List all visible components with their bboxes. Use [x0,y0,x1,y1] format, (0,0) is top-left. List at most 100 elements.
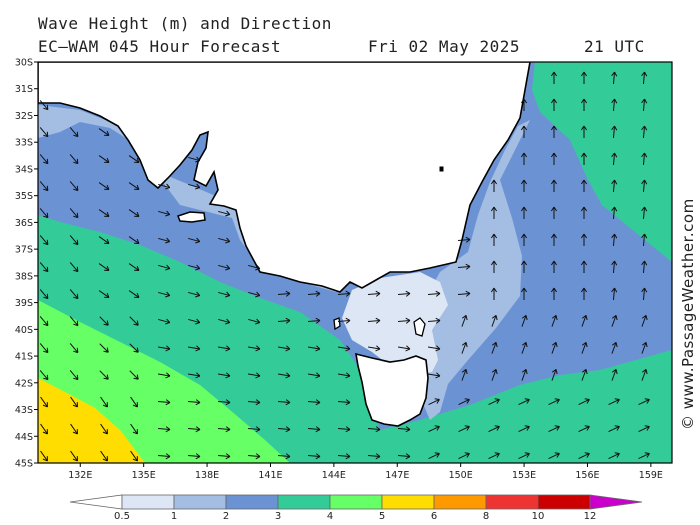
lat-label: 37S [15,245,33,256]
legend-swatch [381,494,435,510]
direction-arrow [39,154,49,165]
direction-arrow [641,233,648,247]
direction-arrow [608,425,620,432]
direction-arrow [39,370,49,381]
direction-arrow [457,236,471,243]
band-3-4m-east [532,62,672,262]
direction-arrow [69,181,79,192]
direction-arrow [188,345,201,352]
direction-arrow [491,341,498,354]
direction-arrow [611,71,618,85]
direction-arrow [100,423,108,435]
direction-arrow [548,425,560,432]
model-label: EC—WAM 045 Hour Forecast [38,37,282,56]
legend-label: 4 [327,511,333,522]
direction-arrow [98,236,110,244]
direction-arrow [641,314,648,327]
direction-arrow [580,71,588,84]
direction-arrow [130,396,138,408]
legend-label: 3 [275,511,281,522]
direction-arrow [99,370,109,380]
direction-arrow [248,345,261,352]
direction-arrow [641,368,648,381]
direction-arrow [550,125,558,138]
direction-arrow [550,206,558,219]
direction-arrow [611,98,618,112]
direction-arrow [488,425,500,432]
direction-arrow [367,453,381,460]
lat-label: 45S [15,459,33,470]
direction-arrow [98,182,110,190]
legend-swatch [329,494,383,510]
direction-arrow [490,206,498,219]
direction-arrow [611,314,618,327]
direction-arrow [491,314,498,327]
direction-arrow [307,399,321,406]
direction-arrow [277,426,291,433]
direction-arrow [488,398,500,405]
direction-arrow [158,237,171,244]
direction-arrow [520,179,528,192]
direction-arrow [490,233,498,246]
direction-arrow [158,264,171,271]
direction-arrow [70,450,78,462]
australia-mainland [38,62,531,293]
lat-label: 31S [15,84,33,95]
direction-arrow [488,452,500,459]
direction-arrow [218,237,231,244]
direction-arrow [608,398,620,405]
latitude-axis: 30S 31S 32S 33S 34S 35S 36S 37S 38S 39S 40S 41S 42S 4… [15,58,38,470]
direction-arrow [491,368,498,381]
direction-arrow [40,396,48,408]
direction-arrow [638,452,650,459]
direction-arrow [218,291,231,298]
direction-arrow [100,396,108,408]
band-5-6m [38,378,145,463]
direction-arrow [158,210,171,217]
direction-arrow [157,426,171,433]
lon-label: 135E [132,470,156,481]
direction-arrow [187,426,201,433]
direction-arrow [128,155,140,163]
direction-arrow [581,314,588,327]
direction-arrow [247,426,261,433]
lat-label: 30S [15,58,33,69]
direction-arrow [641,179,648,193]
direction-arrow [461,368,468,381]
direction-arrow [188,318,201,325]
direction-arrow [158,183,171,190]
direction-arrow [98,128,110,136]
direction-arrow [158,345,171,352]
direction-arrow [638,425,650,432]
direction-arrow [69,262,79,273]
direction-arrow [550,233,558,246]
direction-arrow [128,209,140,217]
direction-arrow [247,453,261,460]
direction-arrow [641,260,648,274]
direction-arrow [611,341,618,354]
direction-arrow [581,368,588,381]
direction-arrow [551,341,558,354]
legend-swatch [277,494,331,510]
direction-arrow [580,260,588,273]
direction-arrow [188,156,201,163]
direction-arrow [99,343,109,353]
direction-arrow [611,125,618,139]
direction-arrow [520,206,528,219]
direction-arrow [278,372,291,379]
direction-arrow [248,318,261,325]
direction-arrow [641,152,648,166]
legend-label: 12 [584,511,597,522]
direction-arrow [98,155,110,163]
lat-label: 35S [15,191,33,202]
direction-arrow [578,452,590,459]
lat-label: 43S [15,405,33,416]
direction-arrow [580,233,588,246]
direction-arrow [367,317,381,324]
lon-label: 153E [512,470,536,481]
direction-arrow [518,398,530,405]
direction-arrow [580,287,588,300]
direction-arrow [641,71,648,85]
direction-arrow [518,452,530,459]
direction-arrow [278,345,291,352]
